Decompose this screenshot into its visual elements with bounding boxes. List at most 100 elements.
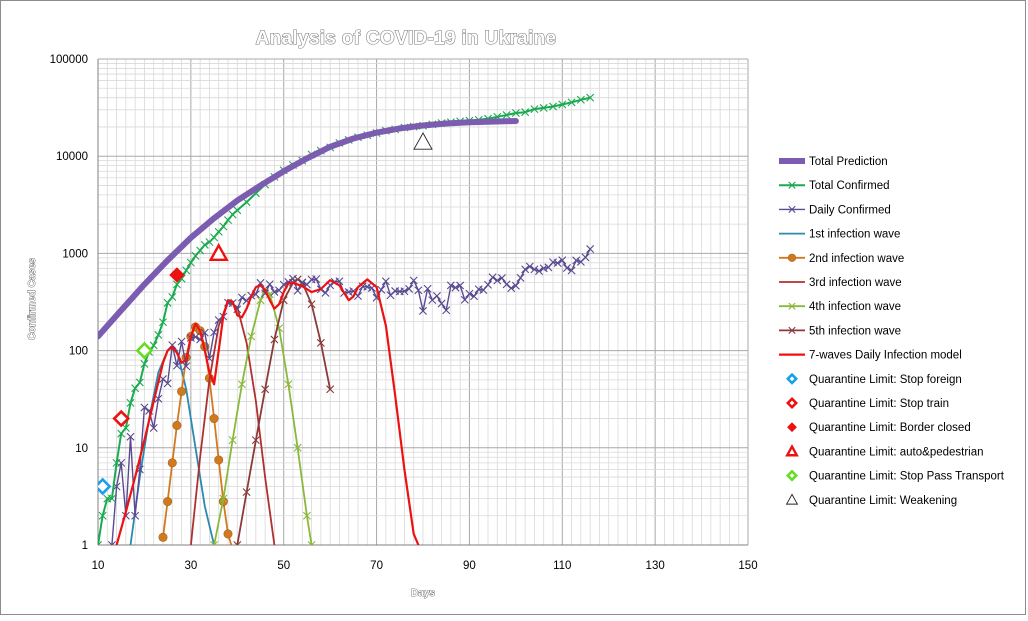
data-point (363, 282, 372, 291)
legend-label: Quarantine Limit: Stop Pass Transport (809, 471, 1005, 483)
data-point (785, 444, 799, 457)
data-point (502, 280, 511, 289)
legend-item-quarantine-limit-stop-foreign: Quarantine Limit: Stop foreign (785, 372, 962, 386)
legend-label: 4th infection wave (809, 301, 901, 313)
legend-label: Quarantine Limit: Weakening (809, 495, 957, 507)
y-axis-title: Confirmed Cases (27, 257, 38, 340)
data-point (451, 283, 460, 292)
data-point (191, 251, 200, 260)
data-point (432, 291, 441, 300)
data-point (558, 100, 567, 109)
x-axis-title: Days (411, 588, 435, 599)
x-tick-label: 110 (553, 560, 571, 572)
x-tick-label: 130 (646, 560, 665, 572)
data-point (302, 511, 311, 520)
legend-item-total-prediction: Total Prediction (779, 156, 888, 168)
data-point (210, 541, 219, 545)
data-point (539, 103, 548, 112)
data-point (172, 280, 181, 289)
data-point (177, 337, 186, 346)
data-point (788, 326, 796, 335)
data-point (576, 95, 585, 104)
series-line (115, 278, 420, 545)
legend-label: 2nd infection wave (809, 253, 904, 265)
legend-label: Total Prediction (809, 156, 888, 168)
legend-item-3rd-infection-wave: 3rd infection wave (779, 277, 902, 289)
data-point (289, 274, 297, 283)
series-3rd-infection-wave (190, 300, 276, 545)
data-point (321, 288, 330, 297)
data-point (219, 222, 228, 231)
data-point (284, 278, 293, 286)
data-point (172, 361, 181, 370)
data-point (149, 423, 158, 432)
series-line (213, 288, 313, 545)
data-point (231, 544, 234, 545)
data-point (168, 293, 177, 301)
data-point (242, 488, 251, 497)
series-7-waves-daily-infection-model (115, 278, 420, 545)
legend-item-daily-confirmed: Daily Confirmed (779, 204, 891, 216)
data-point (293, 443, 302, 452)
data-point (400, 287, 409, 296)
data-point (200, 240, 209, 249)
data-point (219, 494, 228, 503)
data-point (177, 386, 187, 396)
data-point (785, 372, 799, 385)
y-tick-label: 10000 (56, 151, 88, 163)
data-point (270, 287, 279, 296)
data-point (140, 359, 149, 368)
data-point (502, 111, 511, 120)
legend-label: 5th infection wave (809, 325, 901, 337)
data-point (121, 423, 130, 432)
data-point (284, 380, 293, 389)
y-tick-label: 100000 (50, 54, 88, 66)
x-tick-label: 30 (184, 560, 197, 572)
legend-label: Quarantine Limit: Border closed (809, 422, 971, 434)
legend-label: Quarantine Limit: Stop train (809, 398, 949, 410)
y-tick-label: 100 (69, 346, 88, 358)
data-point (191, 333, 200, 341)
data-point (484, 280, 492, 289)
data-point (154, 330, 163, 339)
data-point (567, 98, 576, 107)
data-point (788, 205, 796, 214)
data-point (209, 414, 219, 424)
series-quarantine-limit-border-closed (169, 267, 185, 283)
series-line (98, 118, 519, 340)
data-point (163, 298, 172, 307)
data-point (214, 316, 223, 325)
data-point (251, 436, 260, 445)
data-point (409, 276, 418, 285)
data-point (535, 267, 544, 275)
data-point (247, 332, 256, 341)
data-point (135, 378, 144, 387)
data-point (446, 281, 455, 290)
data-point (159, 318, 167, 327)
data-point (233, 541, 242, 545)
data-point (460, 295, 469, 304)
data-point (131, 511, 140, 520)
legend-item-1st-infection-wave: 1st infection wave (779, 229, 900, 241)
data-point (456, 281, 465, 290)
data-point (785, 469, 799, 482)
data-point (507, 284, 516, 293)
legend-item-total-confirmed: Total Confirmed (779, 180, 890, 192)
series-quarantine-limit-auto-pedestrian (208, 242, 229, 261)
data-point (98, 541, 102, 545)
y-tick-label: 1000 (62, 248, 88, 260)
data-point (140, 403, 149, 412)
legend-label: Quarantine Limit: Stop foreign (809, 374, 962, 386)
data-point (530, 105, 539, 114)
data-point (423, 284, 432, 293)
data-point (326, 385, 335, 394)
data-point (572, 256, 581, 265)
series-quarantine-limit-stop-foreign (98, 477, 112, 496)
x-tick-label: 150 (738, 560, 757, 572)
series-quarantine-limit-stop-pass-transport (135, 341, 154, 360)
data-point (208, 242, 229, 261)
data-point (233, 206, 242, 215)
legend-item-2nd-infection-wave: 2nd infection wave (779, 253, 904, 265)
data-point (237, 380, 246, 389)
plot-area (98, 93, 595, 545)
